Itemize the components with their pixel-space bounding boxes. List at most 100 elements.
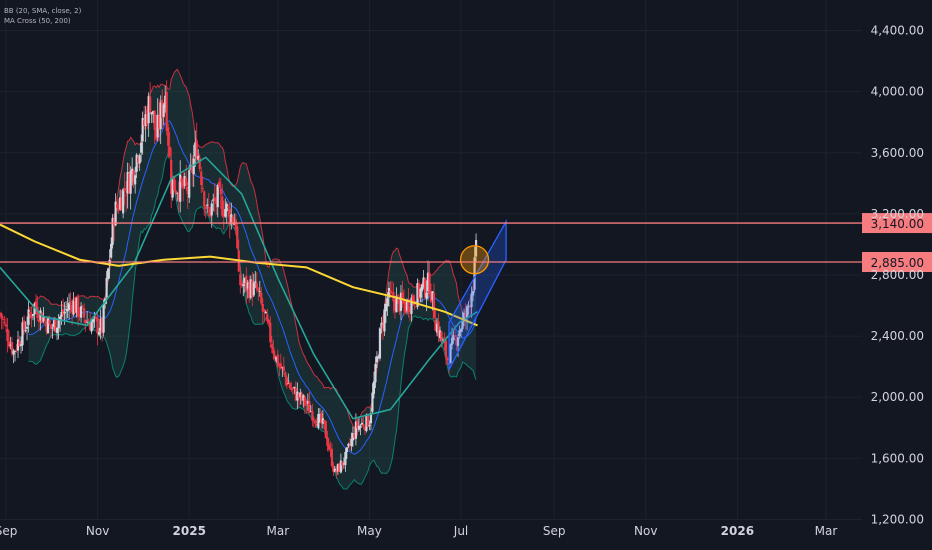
candle-down	[353, 433, 356, 438]
candle-down	[195, 140, 198, 160]
candle-up	[399, 292, 403, 311]
candle-up	[114, 201, 117, 226]
candle-up	[425, 292, 428, 299]
candle-down	[54, 318, 57, 332]
x-tick-label: Mar	[267, 524, 290, 538]
candle-down	[455, 339, 458, 346]
candle-down	[260, 292, 263, 304]
candle-down	[348, 444, 352, 446]
candle-down	[248, 283, 251, 299]
candle-up	[27, 309, 30, 325]
candle-down	[330, 448, 333, 467]
candle-down	[411, 295, 415, 303]
candle-up	[431, 291, 434, 300]
candle-up	[66, 309, 69, 312]
candle-down	[186, 187, 189, 195]
candle-up	[86, 321, 89, 323]
candle-up	[461, 318, 464, 329]
candle-up	[416, 283, 419, 307]
y-tick-label: 2,000.00	[871, 390, 924, 404]
candle-down	[201, 187, 204, 190]
candle-up	[72, 300, 75, 315]
candle-down	[453, 334, 457, 337]
trend-channel-area[interactable]	[448, 219, 507, 371]
ma200-line	[0, 223, 478, 327]
candle-down	[240, 282, 243, 286]
candle-up	[92, 318, 95, 323]
candle-up	[150, 112, 153, 115]
candle-up	[206, 204, 209, 206]
candle-down	[177, 192, 180, 201]
candle-up	[159, 102, 162, 130]
candle-down	[153, 110, 156, 130]
candle-up	[258, 291, 261, 293]
candle-down	[73, 300, 77, 313]
y-tick-label: 4,000.00	[871, 85, 924, 99]
candle-down	[366, 415, 370, 428]
candle-up	[467, 305, 470, 308]
indicator-legend: BB (20, SMA, close, 2) MA Cross (50, 200…	[4, 6, 81, 26]
candle-down	[464, 313, 467, 318]
candle-down	[308, 400, 311, 414]
candle-down	[314, 420, 317, 424]
candle-up	[474, 239, 478, 257]
candle-up	[46, 318, 50, 334]
candle-down	[95, 316, 98, 320]
candle-down	[389, 290, 392, 293]
candle-down	[81, 305, 84, 307]
candle-down	[165, 91, 168, 131]
y-tick-label: 2,800.00	[871, 268, 924, 282]
candle-down	[398, 297, 401, 312]
highlight-circle[interactable]	[459, 245, 490, 275]
candle-up	[129, 171, 132, 194]
candle-up	[368, 425, 371, 426]
moving-averages	[0, 156, 478, 420]
candle-down	[446, 357, 449, 361]
x-tick-label: Sep	[0, 524, 17, 538]
bb-legend[interactable]: BB (20, SMA, close, 2)	[4, 7, 82, 15]
candle-down	[7, 341, 11, 347]
candle-down	[30, 314, 33, 319]
candle-down	[311, 410, 314, 421]
candle-up	[347, 443, 350, 447]
candle-up	[386, 298, 389, 307]
candle-up	[306, 400, 309, 404]
candle-up	[58, 316, 62, 321]
candle-up	[449, 344, 452, 364]
candle-down	[0, 312, 2, 314]
candle-up	[138, 155, 141, 164]
x-tick-label: May	[357, 524, 382, 538]
candle-up	[375, 356, 379, 363]
candle-up	[230, 214, 233, 225]
candle-up	[254, 281, 257, 283]
candle-down	[10, 342, 14, 354]
bb-upper-line	[28, 68, 477, 431]
candle-up	[156, 114, 159, 138]
candle-up	[102, 304, 105, 333]
candle-up	[16, 339, 20, 351]
candle-down	[1, 319, 5, 320]
candle-up	[42, 317, 45, 322]
y-tick-label: 3,600.00	[871, 146, 924, 160]
trend-channel[interactable]	[448, 219, 507, 371]
candle-down	[82, 308, 86, 318]
candle-up	[25, 326, 29, 329]
candle-down	[323, 420, 326, 423]
candle-up	[380, 322, 383, 328]
level-price-tag[interactable]	[862, 213, 932, 234]
candle-down	[434, 319, 437, 331]
level-price-tag[interactable]	[862, 252, 932, 273]
x-tick-label: Mar	[815, 524, 838, 538]
candle-up	[344, 452, 347, 465]
candle-down	[356, 421, 359, 429]
horizontal-levels[interactable]: 3,140.00 2,885.00	[0, 213, 932, 273]
candle-up	[287, 383, 290, 385]
candle-down	[341, 461, 344, 466]
candle-down	[185, 177, 188, 186]
candle-up	[140, 142, 143, 153]
candle-down	[285, 377, 288, 386]
candle-down	[155, 128, 158, 140]
ma-cross-legend[interactable]: MA Cross (50, 200)	[4, 17, 71, 25]
candle-up	[162, 104, 165, 117]
